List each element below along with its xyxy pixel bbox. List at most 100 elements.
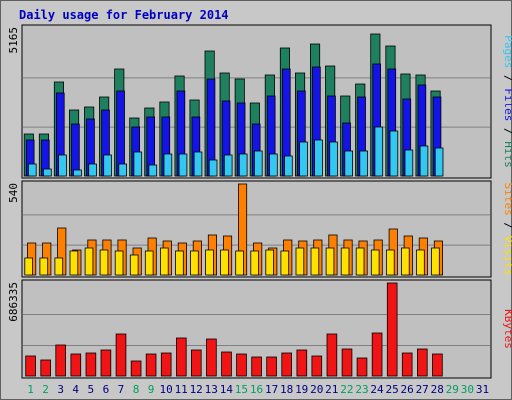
x-tick-label-day-16: 16 <box>250 383 263 396</box>
bar-kbytes-day-3 <box>55 344 66 377</box>
bar-visits-day-3 <box>54 257 64 276</box>
bar-kbytes-day-27 <box>416 348 428 377</box>
bar-kbytes-day-7 <box>115 333 127 377</box>
x-tick-label-day-9: 9 <box>148 383 155 396</box>
bar-pages-day-17 <box>269 153 278 177</box>
bar-pages-day-16 <box>253 150 263 177</box>
legend-sites: Sites <box>502 183 512 216</box>
bar-pages-day-5 <box>88 163 97 177</box>
x-tick-label-day-20: 20 <box>310 383 323 396</box>
bar-visits-day-14 <box>220 249 229 276</box>
bar-pages-day-10 <box>163 153 173 177</box>
bar-visits-day-9 <box>144 250 154 276</box>
bar-pages-day-1 <box>27 163 37 177</box>
bar-visits-day-6 <box>99 249 109 276</box>
chart-title: Daily usage for February 2014 <box>19 8 229 22</box>
bar-kbytes-day-10 <box>160 352 172 377</box>
x-tick-label-day-2: 2 <box>42 383 49 396</box>
bar-visits-day-2 <box>39 257 49 276</box>
bar-pages-day-11 <box>178 153 188 177</box>
bar-visits-day-28 <box>431 247 440 276</box>
bar-pages-day-15 <box>238 153 248 177</box>
bar-kbytes-day-21 <box>326 333 338 377</box>
bar-visits-day-17 <box>265 249 274 276</box>
bar-kbytes-day-4 <box>70 353 82 377</box>
bar-visits-day-25 <box>385 249 395 276</box>
legend-separator: / <box>502 216 512 236</box>
bar-kbytes-day-25 <box>386 282 398 377</box>
legend-hits: Hits <box>502 141 512 168</box>
bar-kbytes-day-19 <box>296 349 308 377</box>
bar-kbytes-day-2 <box>40 359 51 377</box>
panel-visits-max-label: 540 <box>7 183 20 203</box>
bar-visits-day-15 <box>235 250 244 276</box>
x-tick-label-day-10: 10 <box>159 383 172 396</box>
panel-traffic: 5165 Pages / Files / Hits <box>7 24 512 179</box>
x-tick-label-day-12: 12 <box>190 383 203 396</box>
bar-kbytes-day-23 <box>356 357 368 377</box>
bar-kbytes-day-22 <box>341 348 353 377</box>
bar-kbytes-day-5 <box>85 352 97 377</box>
legend-kbytes: KBytes <box>502 309 512 349</box>
bar-pages-day-8 <box>133 151 143 177</box>
bar-visits-day-20 <box>310 247 320 276</box>
bar-kbytes-day-6 <box>100 349 112 377</box>
bar-kbytes-day-1 <box>25 355 36 377</box>
bar-pages-day-23 <box>359 150 368 177</box>
bar-pages-day-14 <box>223 154 233 177</box>
x-tick-label-day-31: 31 <box>476 383 489 396</box>
x-tick-label-day-1: 1 <box>27 383 34 396</box>
panel-visits-legend: Sites / Visits <box>502 183 512 276</box>
bar-pages-day-27 <box>419 145 429 177</box>
bar-visits-day-19 <box>295 247 305 276</box>
bar-files-day-4 <box>71 123 80 177</box>
bar-visits-day-4 <box>69 250 79 276</box>
bar-pages-day-18 <box>284 155 293 177</box>
legend-pages: Pages <box>502 35 512 68</box>
legend-visits: Visits <box>502 236 512 276</box>
bar-visits-day-27 <box>416 249 425 276</box>
bar-visits-day-12 <box>190 250 199 276</box>
bar-pages-day-21 <box>329 141 338 177</box>
x-tick-label-day-26: 26 <box>400 383 413 396</box>
x-tick-label-day-11: 11 <box>175 383 188 396</box>
x-tick-label-day-13: 13 <box>205 383 218 396</box>
bar-visits-day-8 <box>129 254 139 276</box>
bar-pages-day-25 <box>389 130 399 177</box>
bar-pages-day-26 <box>404 149 414 177</box>
chart-panels: 5165 Pages / Files / Hits 540 Sites / Visit… <box>7 24 512 379</box>
bar-pages-day-9 <box>148 164 158 177</box>
bar-kbytes-day-20 <box>311 355 323 377</box>
bar-pages-day-13 <box>208 159 218 177</box>
x-tick-label-day-28: 28 <box>431 383 444 396</box>
bar-pages-day-6 <box>103 154 112 177</box>
x-tick-label-day-8: 8 <box>133 383 140 396</box>
bar-visits-day-26 <box>400 247 410 276</box>
bar-pages-day-12 <box>193 151 203 177</box>
bar-kbytes-day-28 <box>432 353 443 377</box>
legend-files: Files <box>502 88 512 121</box>
bar-pages-day-20 <box>314 139 323 177</box>
bar-pages-day-24 <box>374 126 384 177</box>
bar-visits-day-11 <box>175 250 184 276</box>
panel-traffic-max-label: 5165 <box>7 27 20 54</box>
x-tick-label-day-6: 6 <box>103 383 110 396</box>
bar-kbytes-day-24 <box>371 332 383 377</box>
x-tick-label-day-14: 14 <box>220 383 234 396</box>
bar-visits-day-23 <box>355 247 365 276</box>
x-tick-label-day-19: 19 <box>295 383 308 396</box>
x-tick-label-day-17: 17 <box>265 383 278 396</box>
x-tick-label-day-15: 15 <box>235 383 248 396</box>
x-tick-label-day-25: 25 <box>385 383 398 396</box>
bar-pages-day-7 <box>118 163 128 177</box>
x-tick-label-day-29: 29 <box>446 383 459 396</box>
bar-visits-day-22 <box>340 247 350 276</box>
bar-kbytes-day-11 <box>175 337 187 377</box>
panel-kbytes-legend: KBytes <box>502 309 512 349</box>
bar-kbytes-day-26 <box>401 352 413 377</box>
bar-visits-day-24 <box>370 249 380 276</box>
x-tick-label-day-23: 23 <box>355 383 368 396</box>
x-tick-label-day-30: 30 <box>461 383 474 396</box>
legend-separator: / <box>502 68 512 88</box>
bar-pages-day-3 <box>58 154 67 177</box>
